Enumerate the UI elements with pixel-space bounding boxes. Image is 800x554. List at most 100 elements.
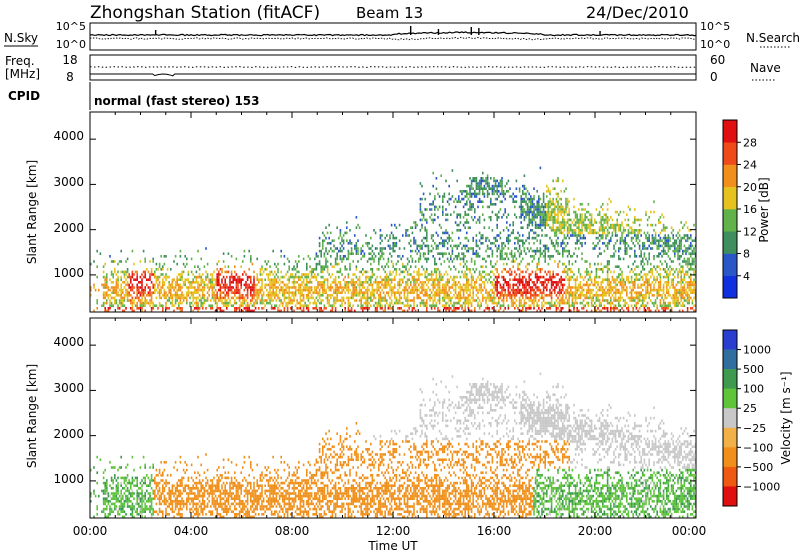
- power-cell: [586, 268, 588, 271]
- power-cell: [434, 296, 436, 300]
- power-cell: [325, 247, 327, 250]
- power-cell: [224, 301, 226, 305]
- power-cell: [314, 301, 316, 305]
- power-cell: [450, 268, 452, 271]
- power-cell: [326, 252, 329, 255]
- power-cell: [371, 249, 374, 253]
- power-cell: [141, 291, 143, 294]
- power-cell: [438, 294, 441, 297]
- power-cell: [251, 262, 254, 266]
- power-cell: [523, 192, 526, 196]
- power-cell: [518, 216, 521, 219]
- power-cell: [170, 291, 172, 294]
- power-cell: [534, 294, 537, 297]
- power-cell: [448, 296, 450, 300]
- power-cell: [539, 221, 542, 224]
- power-cell: [555, 283, 558, 287]
- power-cell: [637, 296, 639, 300]
- power-cell: [490, 260, 492, 263]
- power-cell: [422, 299, 425, 302]
- power-cell: [610, 255, 612, 258]
- power-cell: [382, 299, 385, 302]
- power-cell: [472, 203, 474, 206]
- power-cell: [342, 255, 345, 258]
- power-cell: [171, 281, 174, 284]
- power-cell: [491, 203, 494, 206]
- power-cell: [181, 286, 183, 289]
- power-cell: [421, 299, 423, 302]
- power-cell: [107, 307, 110, 310]
- power-cell: [203, 299, 206, 302]
- power-cell: [186, 296, 188, 300]
- power-cell: [576, 291, 578, 294]
- power-cell: [584, 294, 586, 297]
- power-cell: [435, 294, 438, 297]
- power-cell: [558, 197, 561, 201]
- power-cell: [206, 273, 209, 276]
- power-cell: [395, 244, 398, 248]
- power-cell: [525, 195, 527, 198]
- power-cell: [168, 299, 170, 302]
- power-cell: [275, 294, 278, 297]
- power-cell: [458, 229, 460, 232]
- power-cell: [606, 216, 609, 219]
- power-cell: [643, 252, 646, 255]
- power-cell: [592, 283, 594, 287]
- power-cell: [368, 283, 370, 287]
- power-cell: [635, 304, 638, 307]
- power-cell: [650, 299, 652, 302]
- power-cell: [504, 252, 506, 255]
- power-cell: [374, 288, 377, 292]
- power-cell: [434, 299, 436, 302]
- power-cell: [570, 304, 572, 307]
- power-cell: [413, 281, 415, 284]
- power-cell: [424, 252, 426, 255]
- power-cell: [166, 299, 169, 302]
- power-cell: [426, 278, 428, 281]
- power-cell: [646, 273, 649, 276]
- power-cell: [646, 286, 649, 289]
- power-cell: [456, 179, 458, 183]
- power-cell: [134, 296, 137, 300]
- power-cell: [464, 244, 466, 248]
- power-cell: [400, 270, 402, 274]
- power-cell: [653, 239, 655, 242]
- freq-label-line2: [MHz]: [5, 67, 40, 81]
- power-cell: [579, 203, 582, 206]
- power-cell: [282, 275, 284, 279]
- power-cell: [230, 270, 233, 274]
- power-cell: [331, 239, 334, 242]
- power-cell: [502, 268, 505, 271]
- power-cell: [373, 229, 375, 232]
- power-cell: [259, 286, 262, 289]
- power-cell: [222, 291, 225, 294]
- power-cell: [309, 278, 311, 281]
- power-cell: [456, 255, 458, 258]
- power-cell: [328, 236, 330, 240]
- power-cell: [434, 208, 436, 211]
- power-cell: [390, 260, 393, 263]
- power-cell: [362, 291, 364, 294]
- power-cell: [182, 283, 185, 287]
- power-cell: [477, 304, 479, 307]
- power-cell: [557, 226, 559, 229]
- power-cell: [496, 213, 498, 216]
- power-cell: [170, 286, 172, 289]
- power-cell: [163, 283, 166, 287]
- power-cell: [546, 234, 548, 237]
- power-cell: [277, 275, 279, 279]
- power-cell: [341, 244, 343, 248]
- power-cell: [430, 218, 433, 222]
- power-cell: [419, 229, 422, 232]
- power-cell: [467, 239, 470, 242]
- power-cell: [587, 304, 590, 307]
- power-cell: [518, 205, 521, 209]
- power-cell: [518, 239, 521, 242]
- power-cell: [632, 229, 634, 232]
- power-cell: [309, 257, 311, 261]
- power-cell: [467, 299, 470, 302]
- power-cell: [568, 200, 570, 203]
- power-cell: [360, 249, 362, 253]
- power-cell: [422, 283, 425, 287]
